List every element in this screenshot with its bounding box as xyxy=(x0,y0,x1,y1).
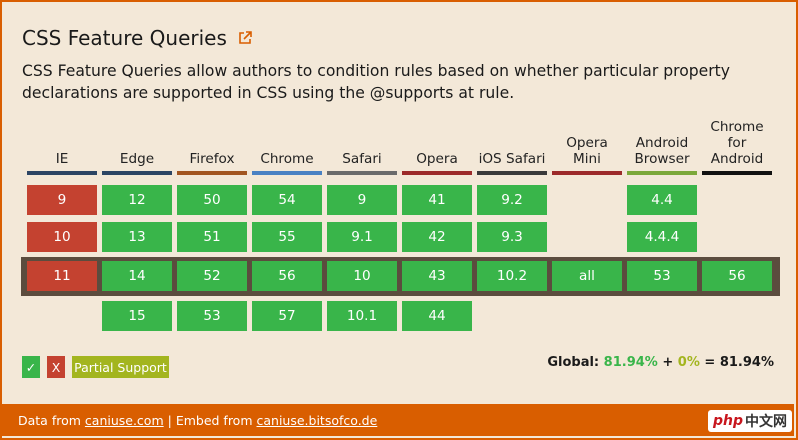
legend-unsupported: X xyxy=(47,356,65,378)
version-cell[interactable]: 50 xyxy=(177,185,247,215)
browser-name: Opera xyxy=(416,151,458,167)
global-usage: Global: 81.94% + 0% = 81.94% xyxy=(547,355,774,370)
browser-name: iOS Safari xyxy=(478,151,546,167)
watermark-php: php xyxy=(712,413,743,429)
external-link-icon[interactable] xyxy=(237,30,253,46)
version-cell[interactable]: 4.4.4 xyxy=(627,222,697,252)
version-cell[interactable]: 52 xyxy=(177,261,247,291)
version-cell[interactable]: 9 xyxy=(27,185,97,215)
legend-partial-support: Partial Support xyxy=(72,356,169,378)
browser-name: Edge xyxy=(119,151,155,167)
browser-color-bar xyxy=(327,171,397,175)
version-cell[interactable]: 12 xyxy=(102,185,172,215)
version-cell[interactable]: 10.1 xyxy=(327,301,397,331)
browser-name: Opera Mini xyxy=(566,135,608,167)
version-cell[interactable]: 41 xyxy=(402,185,472,215)
legend-supported: ✓ xyxy=(22,356,40,378)
global-label: Global: xyxy=(547,355,600,370)
version-cell[interactable]: 54 xyxy=(252,185,322,215)
watermark-cn: 中文网 xyxy=(745,414,787,430)
version-cell[interactable]: 56 xyxy=(252,261,322,291)
footer: Data from caniuse.com | Embed from caniu… xyxy=(0,404,794,436)
version-cell[interactable]: 9.3 xyxy=(477,222,547,252)
global-plus: + xyxy=(662,355,674,370)
browser-color-bar xyxy=(477,171,547,175)
version-cell[interactable]: 42 xyxy=(402,222,472,252)
footer-data-from: Data from xyxy=(18,412,81,428)
caniuse-link[interactable]: caniuse.com xyxy=(84,412,164,428)
version-cell[interactable]: 10.2 xyxy=(477,261,547,291)
version-cell[interactable]: 10 xyxy=(327,261,397,291)
version-cell[interactable]: 14 xyxy=(102,261,172,291)
footer-separator: | xyxy=(163,412,176,428)
version-cell[interactable]: 10 xyxy=(27,222,97,252)
version-cell[interactable]: 43 xyxy=(402,261,472,291)
version-cell[interactable]: 57 xyxy=(252,301,322,331)
browser-name: Chrome xyxy=(260,151,314,167)
version-cell[interactable]: 51 xyxy=(177,222,247,252)
browser-color-bar xyxy=(702,171,772,175)
version-cell[interactable]: 56 xyxy=(702,261,772,291)
version-cell[interactable]: 9 xyxy=(327,185,397,215)
browser-name: Chrome for Android xyxy=(710,119,764,167)
version-cell[interactable]: 4.4 xyxy=(627,185,697,215)
feature-description: CSS Feature Queries allow authors to con… xyxy=(22,62,730,102)
global-partial: 0% xyxy=(677,355,700,370)
browser-name: Firefox xyxy=(189,151,235,167)
browser-color-bar xyxy=(552,171,622,175)
bitsofco-link[interactable]: caniuse.bitsofco.de xyxy=(256,412,378,428)
feature-title-text[interactable]: CSS Feature Queries xyxy=(22,26,227,50)
feature-title: CSS Feature Queries xyxy=(22,26,253,50)
version-cell[interactable]: 13 xyxy=(102,222,172,252)
global-total: 81.94% xyxy=(719,355,774,370)
browser-color-bar xyxy=(402,171,472,175)
version-cell[interactable]: 15 xyxy=(102,301,172,331)
version-cell[interactable]: 53 xyxy=(627,261,697,291)
global-supported: 81.94% xyxy=(603,355,658,370)
version-cell[interactable]: 53 xyxy=(177,301,247,331)
version-cell[interactable]: 9.2 xyxy=(477,185,547,215)
watermark-logo: php 中文网 xyxy=(708,410,792,432)
version-cell[interactable]: 11 xyxy=(27,261,97,291)
browser-color-bar xyxy=(102,171,172,175)
browser-color-bar xyxy=(27,171,97,175)
version-cell[interactable]: 55 xyxy=(252,222,322,252)
browser-color-bar xyxy=(177,171,247,175)
browser-name: Android Browser xyxy=(634,135,690,167)
version-cell[interactable]: 9.1 xyxy=(327,222,397,252)
browser-color-bar xyxy=(252,171,322,175)
global-equals: = xyxy=(704,355,716,370)
footer-embed-from: Embed from xyxy=(175,412,253,428)
browser-color-bar xyxy=(627,171,697,175)
browser-name: Safari xyxy=(342,151,382,167)
version-cell[interactable]: 44 xyxy=(402,301,472,331)
version-cell[interactable]: all xyxy=(552,261,622,291)
browser-name: IE xyxy=(55,151,69,167)
